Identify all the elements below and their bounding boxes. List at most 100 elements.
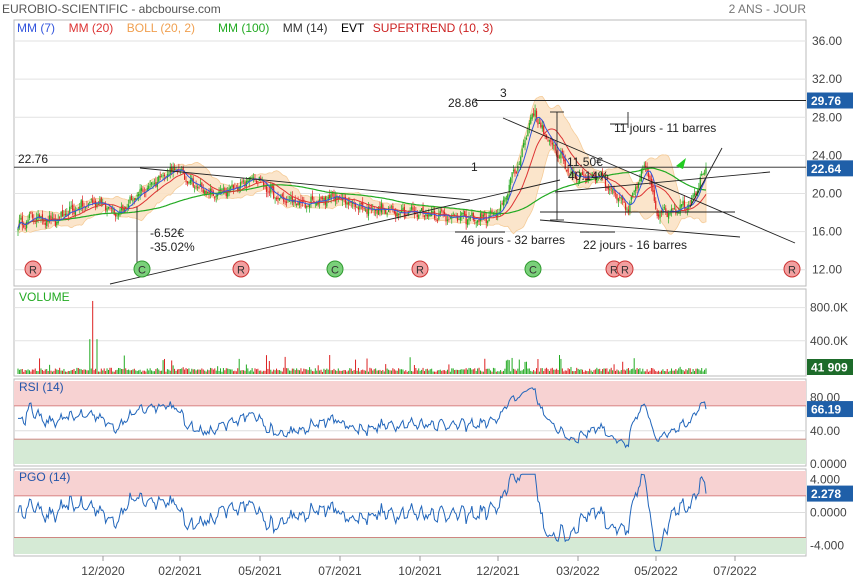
volume-bar	[74, 370, 76, 374]
candle-body	[112, 208, 114, 210]
volume-bar	[228, 369, 230, 374]
volume-bar	[553, 369, 555, 374]
candle-body	[148, 185, 150, 189]
candle-body	[356, 207, 358, 208]
candle-body	[563, 156, 565, 162]
annotation-label: 46 jours - 32 barres	[461, 233, 565, 247]
candle-body	[405, 214, 407, 216]
candle-body	[96, 203, 98, 208]
candle-body	[693, 193, 696, 196]
candle-body	[110, 207, 112, 209]
volume-bar	[504, 368, 506, 374]
candle-body	[281, 194, 283, 197]
volume-bar	[265, 355, 267, 374]
volume-bar	[247, 368, 249, 374]
candle-body	[396, 213, 398, 217]
candle-body	[28, 214, 31, 219]
volume-bar	[507, 359, 509, 374]
candle-body	[63, 214, 65, 216]
period-label[interactable]: 2 ANS - JOUR	[729, 2, 807, 16]
volume-bar	[547, 369, 549, 374]
volume-bar	[418, 368, 420, 374]
volume-bar	[344, 370, 346, 374]
volume-bar	[412, 371, 414, 374]
volume-bar	[584, 370, 586, 374]
candle-body	[285, 201, 288, 203]
annotation-label: 28.86	[448, 96, 478, 110]
volume-bar	[220, 368, 222, 374]
up-arrow-marker	[676, 158, 686, 169]
candle-body	[94, 200, 97, 208]
candle-body	[89, 201, 91, 204]
volume-bar	[429, 369, 431, 374]
candle-body	[23, 225, 25, 228]
candle-body	[685, 207, 687, 210]
volume-bar	[435, 371, 437, 374]
volume-bar	[515, 370, 517, 374]
volume-bar	[592, 371, 594, 374]
candle-body	[494, 213, 496, 215]
volume-bar	[253, 371, 255, 374]
candle-body	[475, 222, 477, 224]
volume-bar	[47, 371, 49, 374]
candle-body	[594, 174, 597, 181]
signal-badge	[232, 260, 250, 278]
candle-body	[334, 196, 337, 202]
volume-tick-label: 800.0K	[810, 301, 848, 315]
volume-bar	[217, 366, 219, 374]
candle-body	[255, 180, 258, 183]
axis-labels: 12.00 16.00 20.00 24.00 28.00 32.00 36.00 400.0…	[19, 34, 853, 578]
volume-bar	[205, 371, 207, 374]
volume-bar	[189, 371, 191, 374]
candle-body	[300, 200, 302, 203]
candle-body	[487, 220, 489, 224]
candle-body	[520, 157, 522, 166]
volume-bar	[317, 365, 319, 374]
volume-bar	[26, 370, 28, 374]
volume-bar	[448, 364, 450, 374]
volume-bar	[501, 371, 503, 374]
volume-bar	[146, 368, 148, 374]
volume-bar	[181, 368, 183, 374]
candle-body	[186, 181, 189, 184]
volume-bar	[577, 368, 579, 374]
candle-body	[171, 168, 173, 172]
candle-body	[441, 209, 443, 211]
signal-badge	[783, 260, 801, 278]
volume-bar	[602, 369, 604, 374]
volume-bar	[72, 369, 74, 374]
volume-bar	[497, 371, 499, 374]
volume-bar	[245, 364, 247, 374]
candle-body	[202, 189, 204, 193]
volume-bar	[376, 370, 378, 374]
volume-bar	[234, 370, 236, 374]
volume-bar	[126, 370, 128, 374]
volume-bar	[481, 371, 483, 374]
volume-bar	[280, 370, 282, 374]
volume-bar	[303, 368, 305, 374]
volume-bar	[369, 367, 371, 374]
price-tick-label: 12.00	[812, 263, 842, 277]
candle-body	[495, 215, 497, 218]
volume-bar	[241, 370, 243, 374]
volume-bar	[24, 370, 26, 374]
volume-bar	[248, 371, 250, 374]
volume-bar	[225, 368, 227, 374]
volume-bar	[69, 371, 71, 374]
candle-body	[182, 167, 184, 172]
candle-body	[135, 198, 137, 201]
candle-body	[632, 192, 634, 197]
candle-body	[360, 202, 362, 205]
candle-body	[277, 197, 279, 200]
volume-bar	[587, 371, 589, 374]
volume-bar	[487, 368, 489, 374]
volume-bar	[593, 370, 595, 374]
volume-bar	[662, 369, 664, 374]
signal-label: C	[529, 265, 537, 277]
signal-label: R	[610, 265, 618, 277]
candle-body	[153, 183, 156, 185]
volume-bar	[130, 370, 132, 374]
volume-bar	[93, 370, 95, 374]
candle-body	[683, 200, 686, 208]
volume-bar	[380, 370, 382, 374]
